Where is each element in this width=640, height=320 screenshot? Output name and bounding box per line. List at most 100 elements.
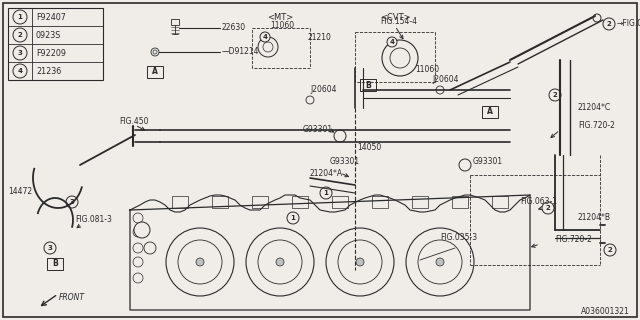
- Text: G93301: G93301: [330, 157, 360, 166]
- Bar: [252, 196, 268, 208]
- Bar: [452, 196, 468, 208]
- Circle shape: [258, 37, 278, 57]
- Circle shape: [356, 258, 364, 266]
- Circle shape: [287, 212, 299, 224]
- Text: 3: 3: [70, 199, 74, 205]
- Circle shape: [436, 86, 444, 94]
- Bar: [171, 19, 179, 25]
- Text: A: A: [152, 68, 158, 76]
- Text: 3: 3: [17, 50, 22, 56]
- Bar: [8, 8, 103, 80]
- Bar: [147, 66, 163, 78]
- Bar: [212, 196, 228, 208]
- Text: 4: 4: [17, 68, 22, 74]
- Text: G93301: G93301: [303, 125, 333, 134]
- Text: FIG.450: FIG.450: [119, 117, 148, 126]
- Bar: [292, 196, 308, 208]
- Circle shape: [13, 46, 27, 60]
- Circle shape: [326, 228, 394, 296]
- Circle shape: [603, 18, 615, 30]
- Circle shape: [390, 48, 410, 68]
- Text: FIG.035-3: FIG.035-3: [440, 234, 477, 243]
- Circle shape: [133, 257, 143, 267]
- Text: F92407: F92407: [36, 12, 66, 21]
- Text: 2: 2: [546, 205, 550, 211]
- Text: —D91214: —D91214: [222, 47, 259, 57]
- Text: <MT>: <MT>: [267, 13, 293, 22]
- Circle shape: [133, 243, 143, 253]
- Bar: [172, 196, 188, 208]
- Text: G93301: G93301: [473, 157, 503, 166]
- Circle shape: [151, 48, 159, 56]
- Bar: [372, 196, 388, 208]
- Text: 21204*B: 21204*B: [578, 213, 611, 222]
- Bar: [360, 79, 376, 91]
- Text: 21210: 21210: [308, 34, 332, 43]
- Text: 11060: 11060: [270, 21, 294, 30]
- Text: <CVT>: <CVT>: [380, 13, 410, 22]
- Text: 22630: 22630: [222, 23, 246, 33]
- Text: J20604: J20604: [432, 76, 458, 84]
- Text: 1: 1: [324, 190, 328, 196]
- Circle shape: [418, 240, 462, 284]
- Text: 1: 1: [291, 215, 296, 221]
- Circle shape: [133, 273, 143, 283]
- Text: FIG.154-4: FIG.154-4: [380, 18, 417, 27]
- Circle shape: [153, 50, 157, 54]
- Circle shape: [133, 227, 143, 237]
- Text: 21236: 21236: [36, 67, 61, 76]
- Text: 2: 2: [552, 92, 557, 98]
- Text: B: B: [52, 260, 58, 268]
- Circle shape: [144, 242, 156, 254]
- Circle shape: [44, 242, 56, 254]
- Bar: [492, 196, 508, 208]
- Circle shape: [459, 159, 471, 171]
- Text: A036001321: A036001321: [581, 308, 630, 316]
- Circle shape: [276, 258, 284, 266]
- Circle shape: [593, 14, 601, 22]
- Bar: [482, 106, 498, 118]
- Bar: [412, 196, 428, 208]
- Text: 14050: 14050: [357, 143, 381, 153]
- Circle shape: [260, 32, 270, 42]
- Circle shape: [13, 10, 27, 24]
- Circle shape: [13, 28, 27, 42]
- Circle shape: [263, 42, 273, 52]
- Circle shape: [196, 258, 204, 266]
- Circle shape: [134, 222, 150, 238]
- Circle shape: [306, 96, 314, 104]
- Text: 2: 2: [607, 247, 612, 253]
- Text: FIG.081-3: FIG.081-3: [75, 215, 112, 225]
- Text: 11060: 11060: [415, 66, 439, 75]
- Text: 21204*A: 21204*A: [310, 169, 343, 178]
- Circle shape: [320, 187, 332, 199]
- Circle shape: [549, 89, 561, 101]
- Text: 0923S: 0923S: [36, 30, 61, 39]
- Circle shape: [387, 37, 397, 47]
- Circle shape: [166, 228, 234, 296]
- Text: FIG.063-1: FIG.063-1: [520, 197, 557, 206]
- Text: 21204*C: 21204*C: [578, 103, 611, 113]
- Text: 3: 3: [47, 245, 52, 251]
- Text: 4: 4: [390, 39, 394, 45]
- Bar: [332, 196, 348, 208]
- Circle shape: [334, 130, 346, 142]
- Circle shape: [258, 240, 302, 284]
- Text: 14472: 14472: [8, 188, 32, 196]
- Text: →FIG.063-1: →FIG.063-1: [617, 20, 640, 28]
- Circle shape: [542, 202, 554, 214]
- Circle shape: [604, 244, 616, 256]
- Circle shape: [382, 40, 418, 76]
- Bar: [47, 258, 63, 270]
- Circle shape: [178, 240, 222, 284]
- Text: 2: 2: [18, 32, 22, 38]
- Circle shape: [13, 64, 27, 78]
- Text: FRONT: FRONT: [59, 293, 85, 302]
- Circle shape: [436, 258, 444, 266]
- Circle shape: [338, 240, 382, 284]
- Text: F92209: F92209: [36, 49, 66, 58]
- Circle shape: [66, 196, 78, 208]
- Circle shape: [133, 213, 143, 223]
- Text: A: A: [487, 108, 493, 116]
- Text: J20604: J20604: [310, 85, 337, 94]
